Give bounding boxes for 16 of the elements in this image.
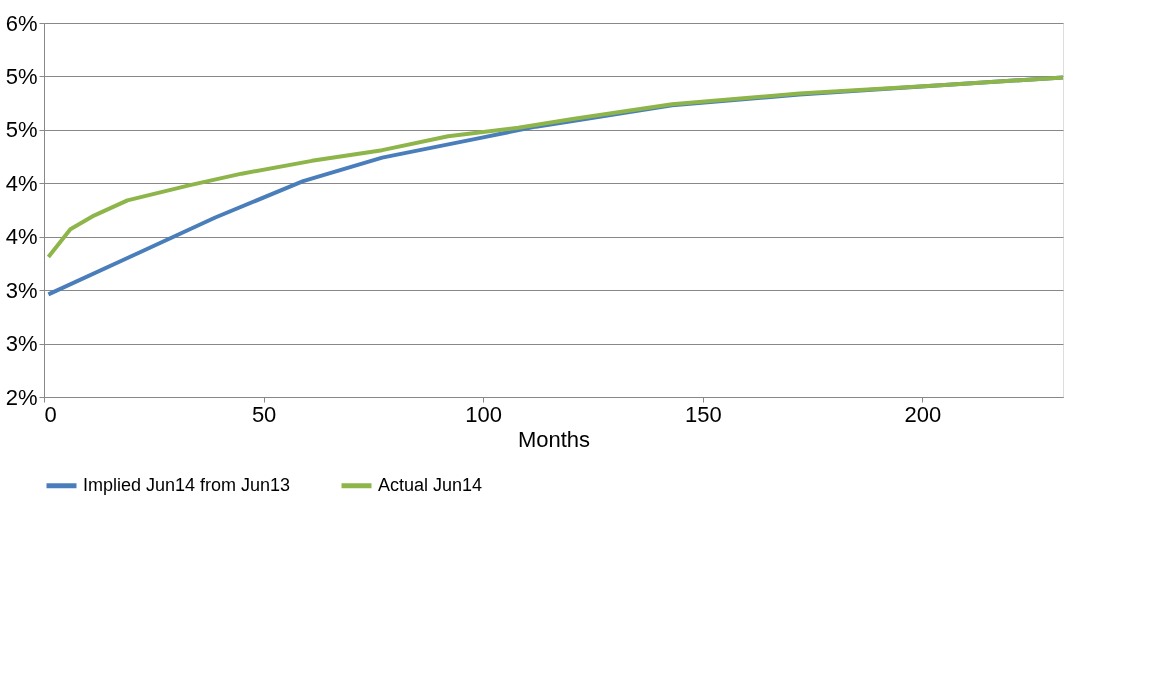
y-tick-label: 4% <box>5 224 38 250</box>
y-tick-label: 3% <box>5 277 38 303</box>
legend-label: Implied Jun14 from Jun13 <box>83 474 291 495</box>
x-tick-label: 50 <box>251 401 277 427</box>
y-tick-label: 4% <box>5 170 38 196</box>
x-tick-label: 200 <box>904 401 942 427</box>
y-tick-label: 6% <box>5 10 38 36</box>
x-tick-label: 0 <box>44 401 57 427</box>
x-tick-label: 100 <box>465 401 503 427</box>
legend-label: Actual Jun14 <box>378 474 483 495</box>
y-tick-label: 2% <box>5 384 38 410</box>
y-tick-label: 5% <box>5 117 38 143</box>
y-tick-label: 3% <box>5 331 38 357</box>
x-tick-label: 150 <box>684 401 722 427</box>
x-axis-title: Months <box>517 426 591 452</box>
y-tick-label: 5% <box>5 63 38 89</box>
